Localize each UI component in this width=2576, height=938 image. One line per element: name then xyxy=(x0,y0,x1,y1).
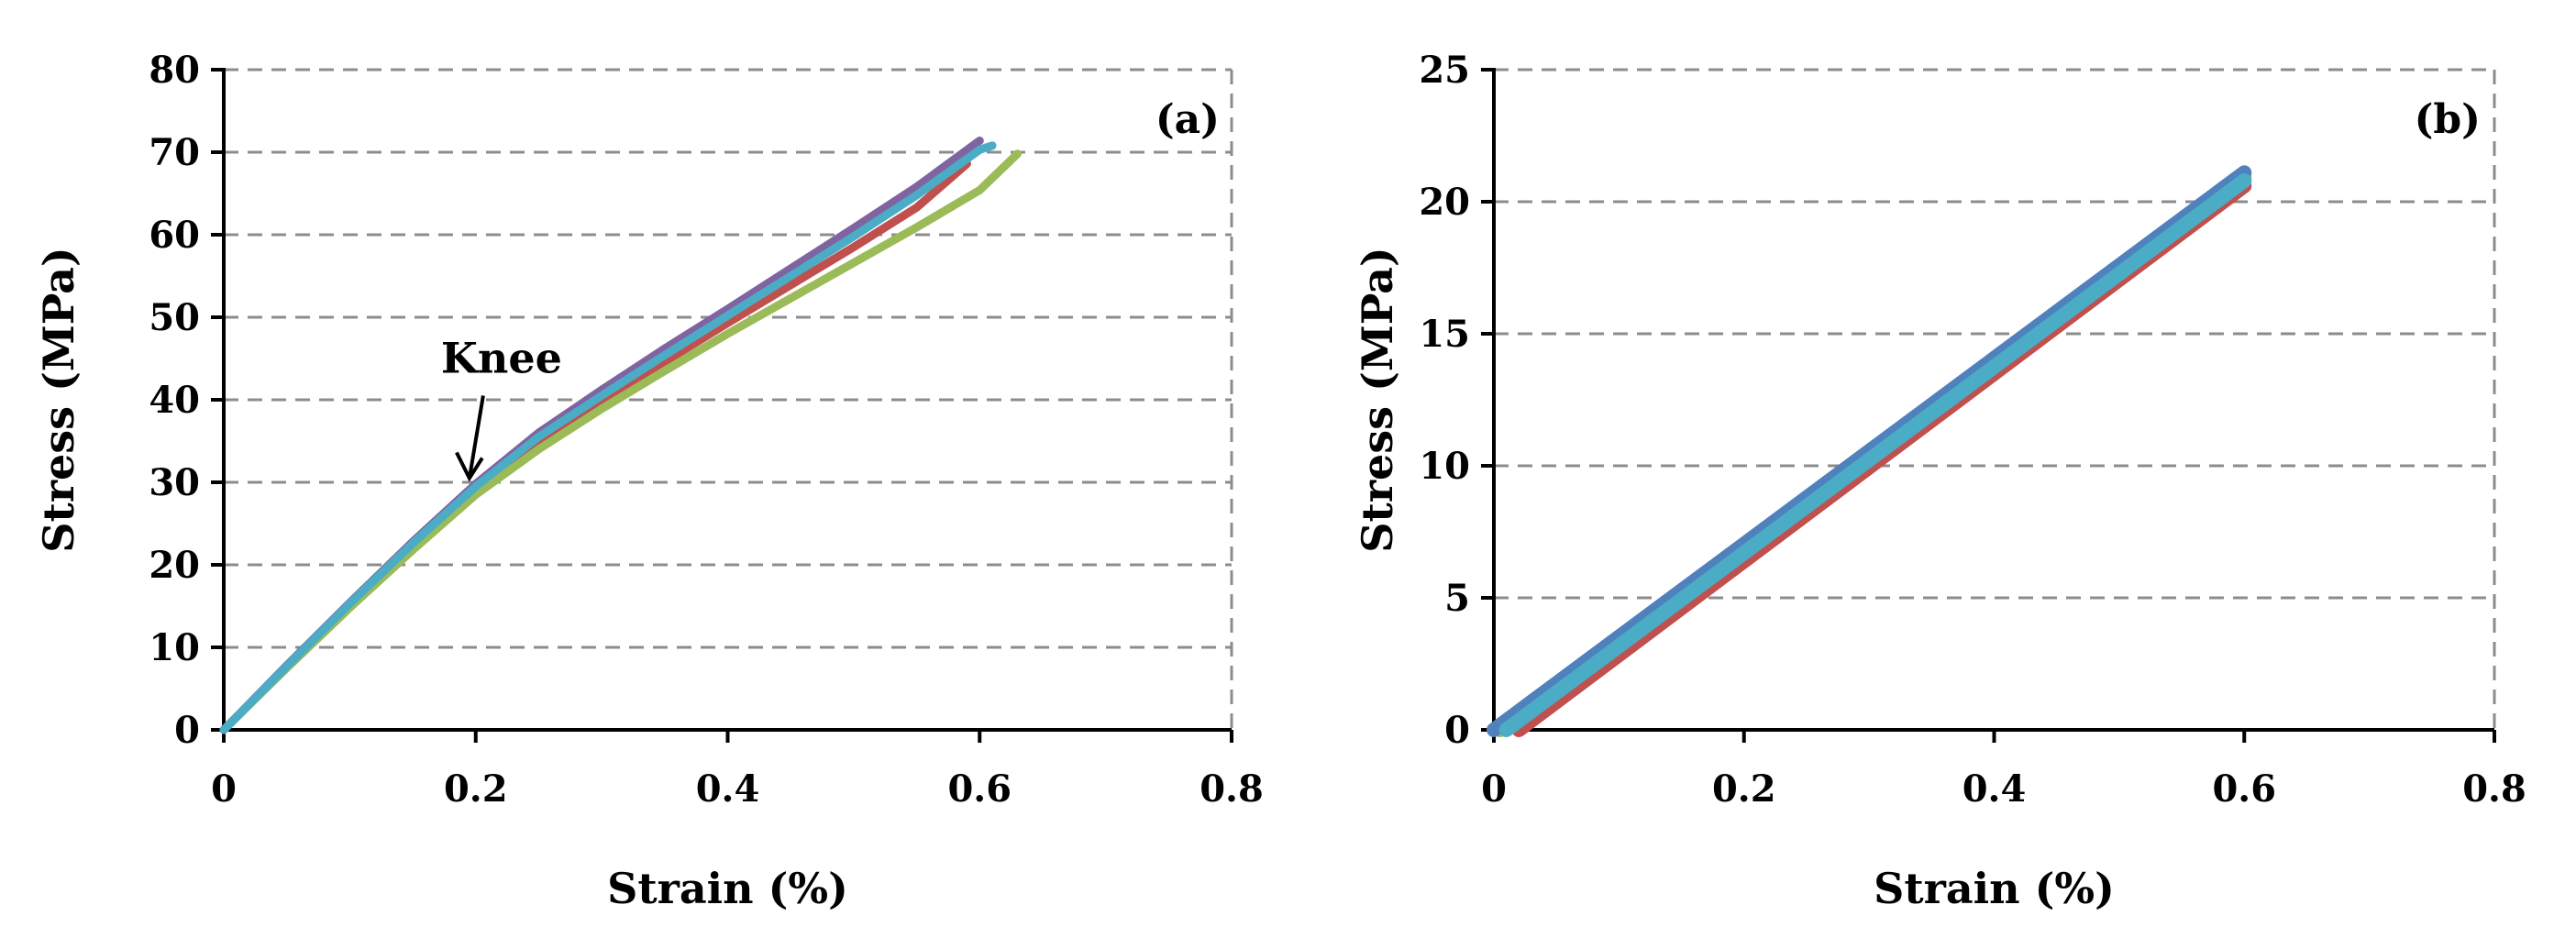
x-tick-label: 0.8 xyxy=(1200,767,1264,811)
panel-label: (a) xyxy=(1155,96,1220,143)
panel-label: (b) xyxy=(2415,96,2481,143)
y-tick-label: 30 xyxy=(149,461,200,504)
y-tick-label: 20 xyxy=(1419,181,1470,224)
x-tick-label: 0.6 xyxy=(947,767,1012,811)
y-tick-label: 10 xyxy=(149,626,200,669)
chart-panel-b: 0 5 10 15 20 25 0 0.2 0.4 0.6 0.8 Strain (%) Stress … xyxy=(1353,49,2526,913)
knee-annotation: Knee xyxy=(441,334,562,383)
x-tick-label: 0 xyxy=(1481,767,1507,811)
y-tick-label: 20 xyxy=(149,544,200,587)
series-line-4 xyxy=(1498,173,2252,737)
y-axis-label: Stress (MPa) xyxy=(1353,247,1402,552)
y-tick-label: 40 xyxy=(149,379,200,422)
series-line-4 xyxy=(219,141,997,734)
series-line-2 xyxy=(219,149,1022,734)
series-line-1 xyxy=(219,160,971,734)
knee-arrow xyxy=(467,395,485,479)
x-tick-label: 0.8 xyxy=(2462,767,2526,811)
x-tick-label: 0 xyxy=(211,767,237,811)
y-tick-label: 10 xyxy=(1419,445,1470,488)
y-axis-label: Stress (MPa) xyxy=(34,247,83,552)
x-tick-label: 0.6 xyxy=(2212,767,2276,811)
x-tick-label: 0.2 xyxy=(1712,767,1776,811)
y-tick-label: 80 xyxy=(149,49,200,92)
knee-arrow-head xyxy=(455,451,484,482)
y-tick-label: 5 xyxy=(1444,577,1470,620)
y-tick-label: 0 xyxy=(1444,709,1470,752)
x-tick-label: 0.2 xyxy=(444,767,508,811)
y-tick-label: 15 xyxy=(1419,313,1470,356)
chart-panel-a: 0 10 20 30 40 50 60 70 80 0 0.2 0.4 0.6 0.8 Strain (%)… xyxy=(34,49,1264,913)
x-tick-label: 0.4 xyxy=(696,767,760,811)
y-tick-label: 60 xyxy=(149,214,200,257)
y-tick-label: 25 xyxy=(1419,49,1470,92)
x-axis-label: Strain (%) xyxy=(607,864,848,913)
y-tick-label: 0 xyxy=(174,709,200,752)
x-tick-label: 0.4 xyxy=(1962,767,2027,811)
y-tick-label: 50 xyxy=(149,296,200,339)
y-tick-label: 70 xyxy=(149,131,200,174)
x-axis-label: Strain (%) xyxy=(1874,864,2115,913)
